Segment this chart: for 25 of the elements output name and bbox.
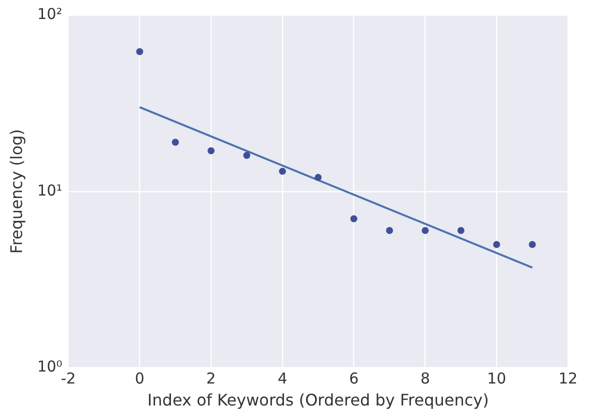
point xyxy=(208,147,215,154)
x-tick-label: 2 xyxy=(206,370,216,388)
point xyxy=(493,241,500,248)
point xyxy=(278,168,286,175)
x-tick-label: -2 xyxy=(60,370,76,388)
point xyxy=(314,174,322,181)
y-tick-label: 10² xyxy=(37,4,62,23)
x-tick-label: 4 xyxy=(278,370,288,388)
point xyxy=(528,241,536,248)
y-tick-label: 10¹ xyxy=(37,181,62,200)
point xyxy=(386,227,394,234)
y-axis-title: Frequency (log) xyxy=(6,129,26,254)
point xyxy=(457,227,464,234)
y-tick-label: 10⁰ xyxy=(37,358,62,376)
x-tick-label: 10 xyxy=(487,370,506,388)
x-tick-label: 6 xyxy=(349,370,359,388)
point xyxy=(172,138,179,146)
point xyxy=(243,152,250,159)
x-axis-title: Index of Keywords (Ordered by Frequency) xyxy=(147,390,489,410)
x-tick-label: 0 xyxy=(134,370,144,388)
point xyxy=(422,227,429,234)
point xyxy=(136,48,144,56)
x-tick-label: 8 xyxy=(420,370,430,388)
point xyxy=(350,215,358,222)
x-tick-label: 12 xyxy=(558,370,578,388)
